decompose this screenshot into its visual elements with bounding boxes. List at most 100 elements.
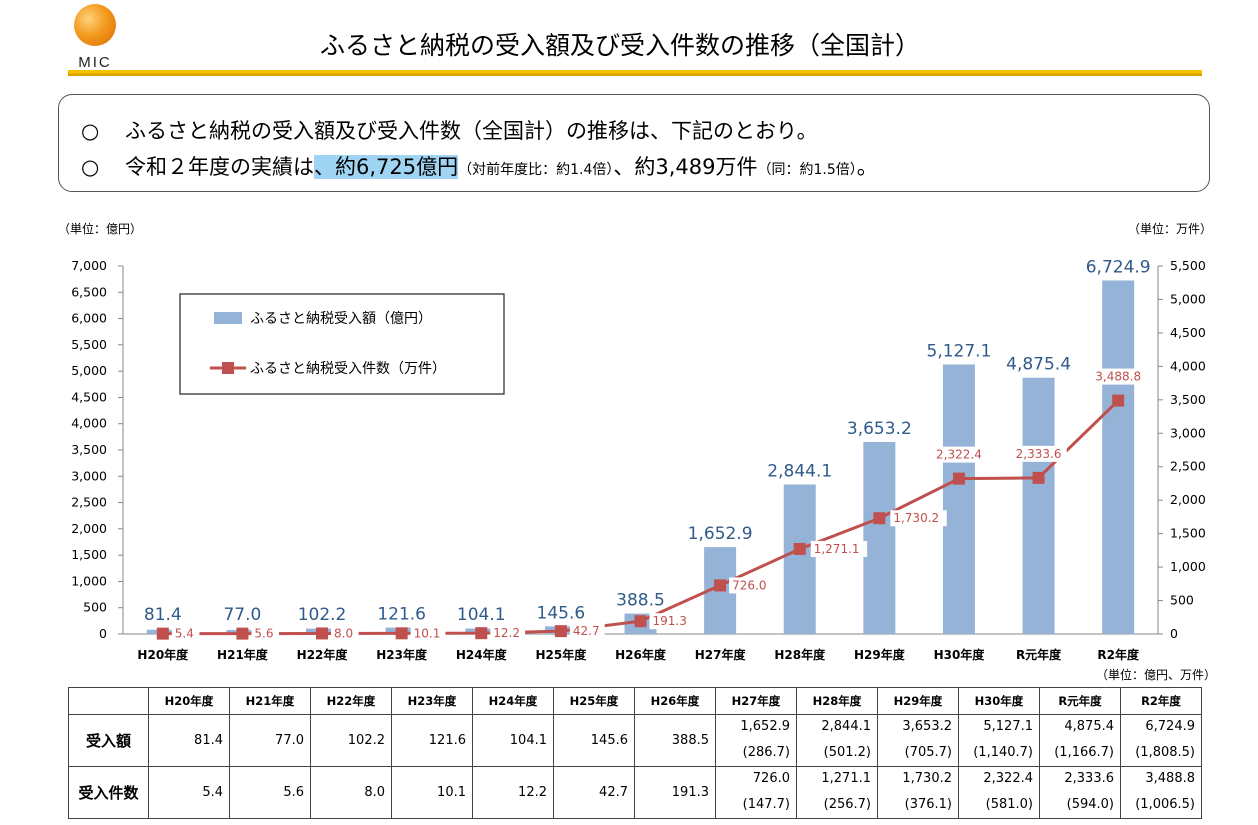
x-tick-label: R元年度 [1016,647,1062,662]
right-tick-label: 0 [1170,626,1178,641]
line-marker [156,627,169,640]
line-marker [236,627,249,640]
line-marker [793,542,806,555]
table-cell: 1,730.2 (376.1) [877,766,959,819]
line-label-bg [490,625,526,642]
table-cell: 2,322.4 (581.0) [958,766,1040,819]
left-tick-label: 7,000 [71,258,107,273]
line-marker [873,512,886,525]
line-label-bg [729,577,772,594]
right-tick-label: 2,000 [1170,492,1206,507]
bar-value-label: 388.5 [616,591,665,611]
line-value-label: 3,488.8 [1095,370,1141,384]
table-header-row: H20年度 H21年度 H22年度 H23年度 H24年度 H25年度 H26年度 H27年度… [68,687,1202,715]
cell-value: 191.3 [671,784,709,800]
line-value-label: 726.0 [732,578,766,592]
table-unit: （単位：億円、万件） [1096,668,1217,682]
cell-subvalue: (594.0) [1066,797,1114,812]
cell-value: 5,127.1 [983,719,1033,734]
bar-value-label: 145.6 [537,603,586,623]
cell-value: 1,730.2 [902,771,952,786]
table-column-header: H28年度 [796,687,878,715]
right-tick-label: 4,000 [1170,358,1206,373]
left-tick-label: 1,500 [71,547,107,562]
left-tick-label: 500 [83,600,107,615]
line-value-label: 8.0 [334,626,353,640]
table-column-header: H29年度 [877,687,959,715]
table-column-header: H24年度 [472,687,554,715]
table-cell: 121.6 [391,714,473,767]
summary-ratio-1: （対前年度比：約1.4倍） [458,162,614,178]
mic-logo: MIC [70,4,120,74]
bar-value-label: 102.2 [298,605,347,625]
cell-subvalue: (1,006.5) [1135,797,1195,812]
cell-subvalue: (581.0) [985,797,1033,812]
line-value-label: 5.4 [175,627,194,641]
line-value-label: 191.3 [653,614,687,628]
legend-line-label: ふるさと納税受入件数（万件） [250,361,446,377]
table-cell: 4,875.4 (1,166.7) [1039,714,1121,767]
right-tick-label: 5,500 [1170,258,1206,273]
cell-value: 388.5 [671,732,709,748]
line-value-label: 5.6 [254,627,273,641]
table-column-header: H23年度 [391,687,473,715]
left-axis-unit: （単位：億円） [58,222,143,236]
left-tick-label: 2,000 [71,521,107,536]
x-tick-label: H30年度 [934,647,986,662]
summary-line-2-a: 令和２年度の実績は [125,155,314,179]
line-value-label: 1,271.1 [814,542,860,556]
logo-circle-icon [74,4,116,46]
table-row-header: 受入件数 [68,766,149,819]
chart-svg: 0 500 1,000 1,500 2,000 2,500 3,000 3,500 4,000 4… [71,257,1206,662]
data-table: H20年度 H21年度 H22年度 H23年度 H24年度 H25年度 H26年度 H27年度… [68,687,1202,819]
table-cell: 5.6 [229,766,311,819]
cell-value: 2,844.1 [821,719,871,734]
table-cell: 10.1 [391,766,473,819]
line-marker [554,625,567,638]
table-column-header: R元年度 [1039,687,1121,715]
bullet-icon: ○ [81,119,100,143]
bar [783,484,816,634]
chart-legend: ふるさと納税受入額（億円） ふるさと納税受入件数（万件） [179,293,505,395]
table-cell: 1,652.9 (286.7) [715,714,797,767]
line-value-label: 12.2 [493,626,520,640]
left-tick-label: 3,000 [71,468,107,483]
summary-highlight-amount: 、約6,725億円 [314,155,459,179]
bar [863,441,896,634]
cell-value: 12.2 [518,784,547,800]
cell-value: 104.1 [509,732,547,748]
x-tick-label: H27年度 [695,647,747,662]
logo-text: MIC [78,54,112,71]
bar-value-label: 2,844.1 [767,461,832,481]
line-marker [475,627,488,640]
table-cell: 104.1 [472,714,554,767]
table-cell: 191.3 [634,766,716,819]
bar-value-label: 81.4 [144,605,182,625]
cell-subvalue: (705.7) [904,745,952,760]
cell-value: 2,333.6 [1064,771,1114,786]
left-tick-label: 4,500 [71,389,107,404]
bar-value-label: 1,652.9 [688,524,753,544]
cell-subvalue: (256.7) [823,797,871,812]
line-label-bg [410,625,446,642]
title-underline [68,70,1202,76]
cell-value: 6,724.9 [1145,719,1195,734]
x-tick-label: H23年度 [376,647,428,662]
line-marker [316,627,329,640]
line-label-bg [810,540,868,557]
x-tick-label: H26年度 [615,647,667,662]
cell-value: 121.6 [428,732,466,748]
right-tick-label: 3,000 [1170,425,1206,440]
x-tick-label: H24年度 [456,647,508,662]
table-column-header: H22年度 [310,687,392,715]
summary-line-2: ○ 令和２年度の実績は、約6,725億円（対前年度比：約1.4倍）、約3,489万… [81,151,878,181]
bar-value-label: 4,875.4 [1006,355,1071,375]
legend-line-marker [222,362,234,374]
table-column-header: R2年度 [1120,687,1202,715]
table-cell: 5,127.1 (1,140.7) [958,714,1040,767]
summary-ratio-2: （同：約1.5倍） [757,162,857,178]
line-marker [952,472,965,485]
cell-subvalue: (286.7) [742,745,790,760]
table-cell: 42.7 [553,766,635,819]
table-cell: 5.4 [148,766,230,819]
